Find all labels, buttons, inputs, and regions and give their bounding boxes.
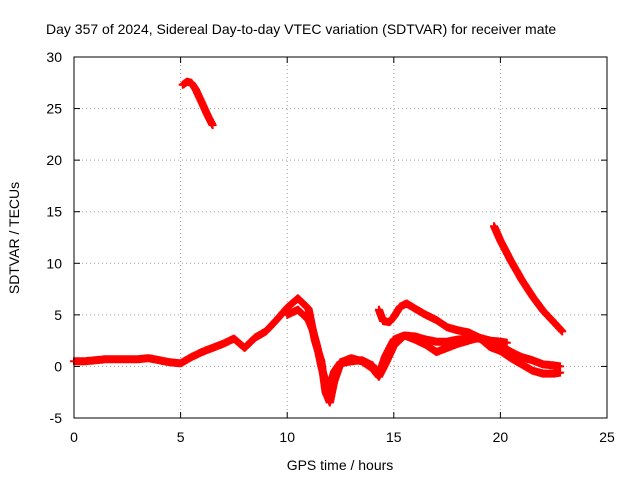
y-tick-label: 20: [46, 152, 62, 168]
series-markers: [283, 305, 565, 392]
y-tick-label: 30: [46, 49, 62, 65]
y-tick-label: 5: [54, 307, 62, 323]
x-axis-label: GPS time / hours: [287, 457, 394, 473]
data-marks: [70, 77, 567, 407]
y-tick-label: 0: [54, 358, 62, 374]
x-tick-label: 5: [177, 429, 185, 445]
y-tick-label: -5: [50, 410, 63, 426]
x-tick-label: 0: [70, 429, 78, 445]
series-lower-branch: [283, 305, 565, 392]
y-tick-label: 25: [46, 101, 62, 117]
x-tick-label: 10: [279, 429, 295, 445]
x-tick-label: 20: [493, 429, 509, 445]
y-axis-label: SDTVAR / TECUs: [6, 182, 22, 294]
chart-title: Day 357 of 2024, Sidereal Day-to-day VTE…: [46, 21, 556, 37]
series-high-segment-2: [490, 222, 567, 336]
y-tick-label: 10: [46, 255, 62, 271]
plot-frame: [73, 56, 608, 419]
series-markers: [178, 77, 217, 130]
y-tick-labels: -5 0 5 10 15 20 25 30: [46, 49, 62, 426]
x-tick-label: 15: [386, 429, 402, 445]
ticks: [73, 56, 608, 419]
y-tick-label: 15: [46, 204, 62, 220]
series-upper-branch: [374, 299, 511, 347]
series-markers: [374, 299, 511, 347]
series-high-segment-1: [178, 77, 217, 130]
series-markers: [490, 222, 567, 336]
x-tick-label: 25: [599, 429, 615, 445]
x-tick-labels: 0 5 10 15 20 25: [70, 429, 615, 445]
